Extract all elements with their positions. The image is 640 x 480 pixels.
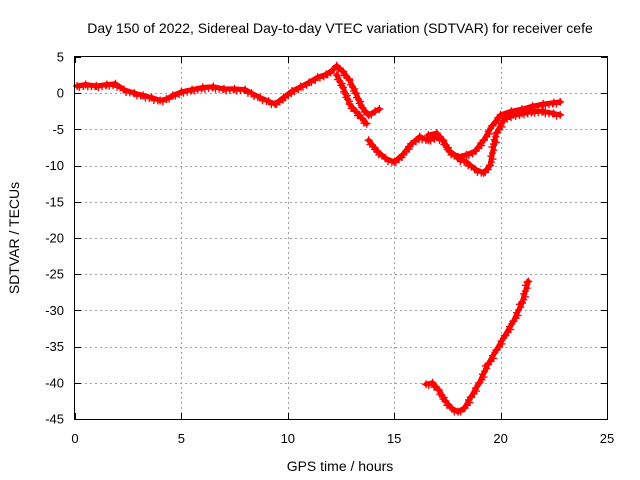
axis-layer: 0 5 10 15 20 25 5 0 -5 -10 -15 -20 -25 -30 -35 -40 -45 [45, 50, 614, 447]
data-layer [73, 61, 565, 416]
data-series [332, 71, 371, 128]
data-series [73, 61, 384, 119]
x-tick-label: 20 [493, 431, 507, 446]
y-tick-label: 0 [57, 86, 64, 101]
series-markers [73, 61, 384, 119]
x-tick-label: 25 [600, 431, 614, 446]
data-series [422, 277, 533, 416]
y-tick-label: -30 [45, 303, 64, 318]
chart-title: Day 150 of 2022, Sidereal Day-to-day VTE… [87, 20, 593, 36]
y-tick-label: -10 [45, 158, 64, 173]
y-tick-label: 5 [57, 50, 64, 65]
data-series [424, 97, 565, 162]
y-tick-label: -15 [45, 194, 64, 209]
x-tick-label: 10 [281, 431, 295, 446]
plot-frame [74, 56, 608, 420]
series-markers [422, 277, 533, 416]
x-tick-label: 0 [71, 431, 78, 446]
x-tick-label: 5 [178, 431, 185, 446]
y-tick-label: -40 [45, 375, 64, 390]
y-tick-label: -35 [45, 339, 64, 354]
y-tick-label: -25 [45, 267, 64, 282]
x-tick-label: 15 [387, 431, 401, 446]
y-tick-label: -45 [45, 412, 64, 427]
series-markers [332, 71, 371, 128]
y-tick-label: -20 [45, 231, 64, 246]
series-markers [424, 97, 565, 162]
y-axis-title: SDTVAR / TECUs [6, 182, 22, 294]
grid-layer [75, 57, 607, 419]
x-axis-title: GPS time / hours [287, 458, 394, 474]
y-tick-label: -5 [52, 122, 64, 137]
